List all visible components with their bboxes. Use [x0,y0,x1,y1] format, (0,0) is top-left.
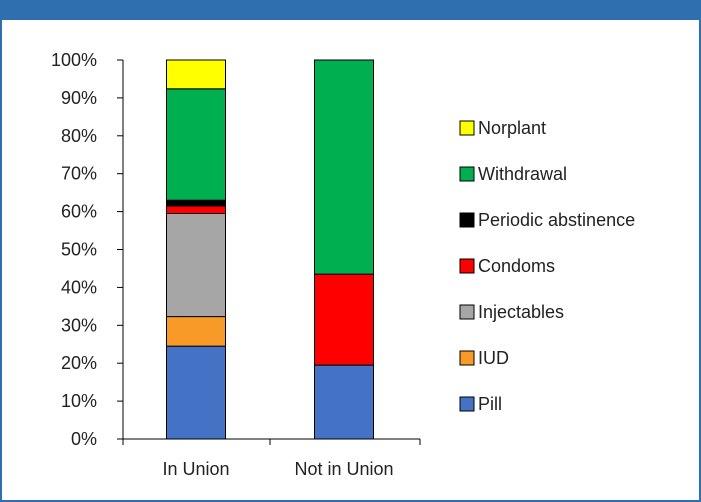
y-tick-label: 80% [61,126,97,146]
title-bar [2,2,699,20]
y-tick-label: 30% [61,315,97,335]
bar-segment [166,205,226,214]
legend-swatch [459,258,475,274]
bar-segment [314,364,374,440]
legend-label: Injectables [478,302,564,322]
legend-swatch [459,166,475,182]
x-category-label: In Union [162,459,229,479]
y-tick-label: 50% [61,240,97,260]
legend-swatch [459,120,475,136]
y-tick-label: 40% [61,277,97,297]
y-tick-label: 90% [61,88,97,108]
legend: Norplant Withdrawal Periodic abstinence Con… [459,118,635,414]
y-tick-label: 100% [51,50,97,70]
x-category-label: Not in Union [294,459,393,479]
bar-segment [166,345,226,440]
legend-label: Withdrawal [478,164,567,184]
y-tick-label: 10% [61,391,97,411]
legend-label: Pill [478,394,502,414]
bar-segment [166,59,226,90]
legend-label: IUD [478,348,509,368]
legend-swatch [459,350,475,366]
legend-label: Norplant [478,118,546,138]
y-tick-label: 0% [71,429,97,449]
bar-segment [166,212,226,318]
legend-swatch [459,304,475,320]
y-tick-label: 20% [61,353,97,373]
bars-group [166,59,374,440]
x-categories-group: In Union Not in Union [122,439,421,479]
y-tick-label: 70% [61,164,97,184]
bar-segment [166,199,226,207]
y-tick-label: 60% [61,202,97,222]
legend-swatch [459,396,475,412]
legend-label: Condoms [478,256,555,276]
legend-swatch [459,212,475,228]
bar-segment [314,273,374,366]
bar-segment [166,88,226,201]
legend-label: Periodic abstinence [478,210,635,230]
bar-segment [314,59,374,275]
y-ticks-group: 0% 10% 20% 30% 40% 50% 60% 70% 80% 90% 100% [51,50,123,449]
bar-segment [166,316,226,347]
